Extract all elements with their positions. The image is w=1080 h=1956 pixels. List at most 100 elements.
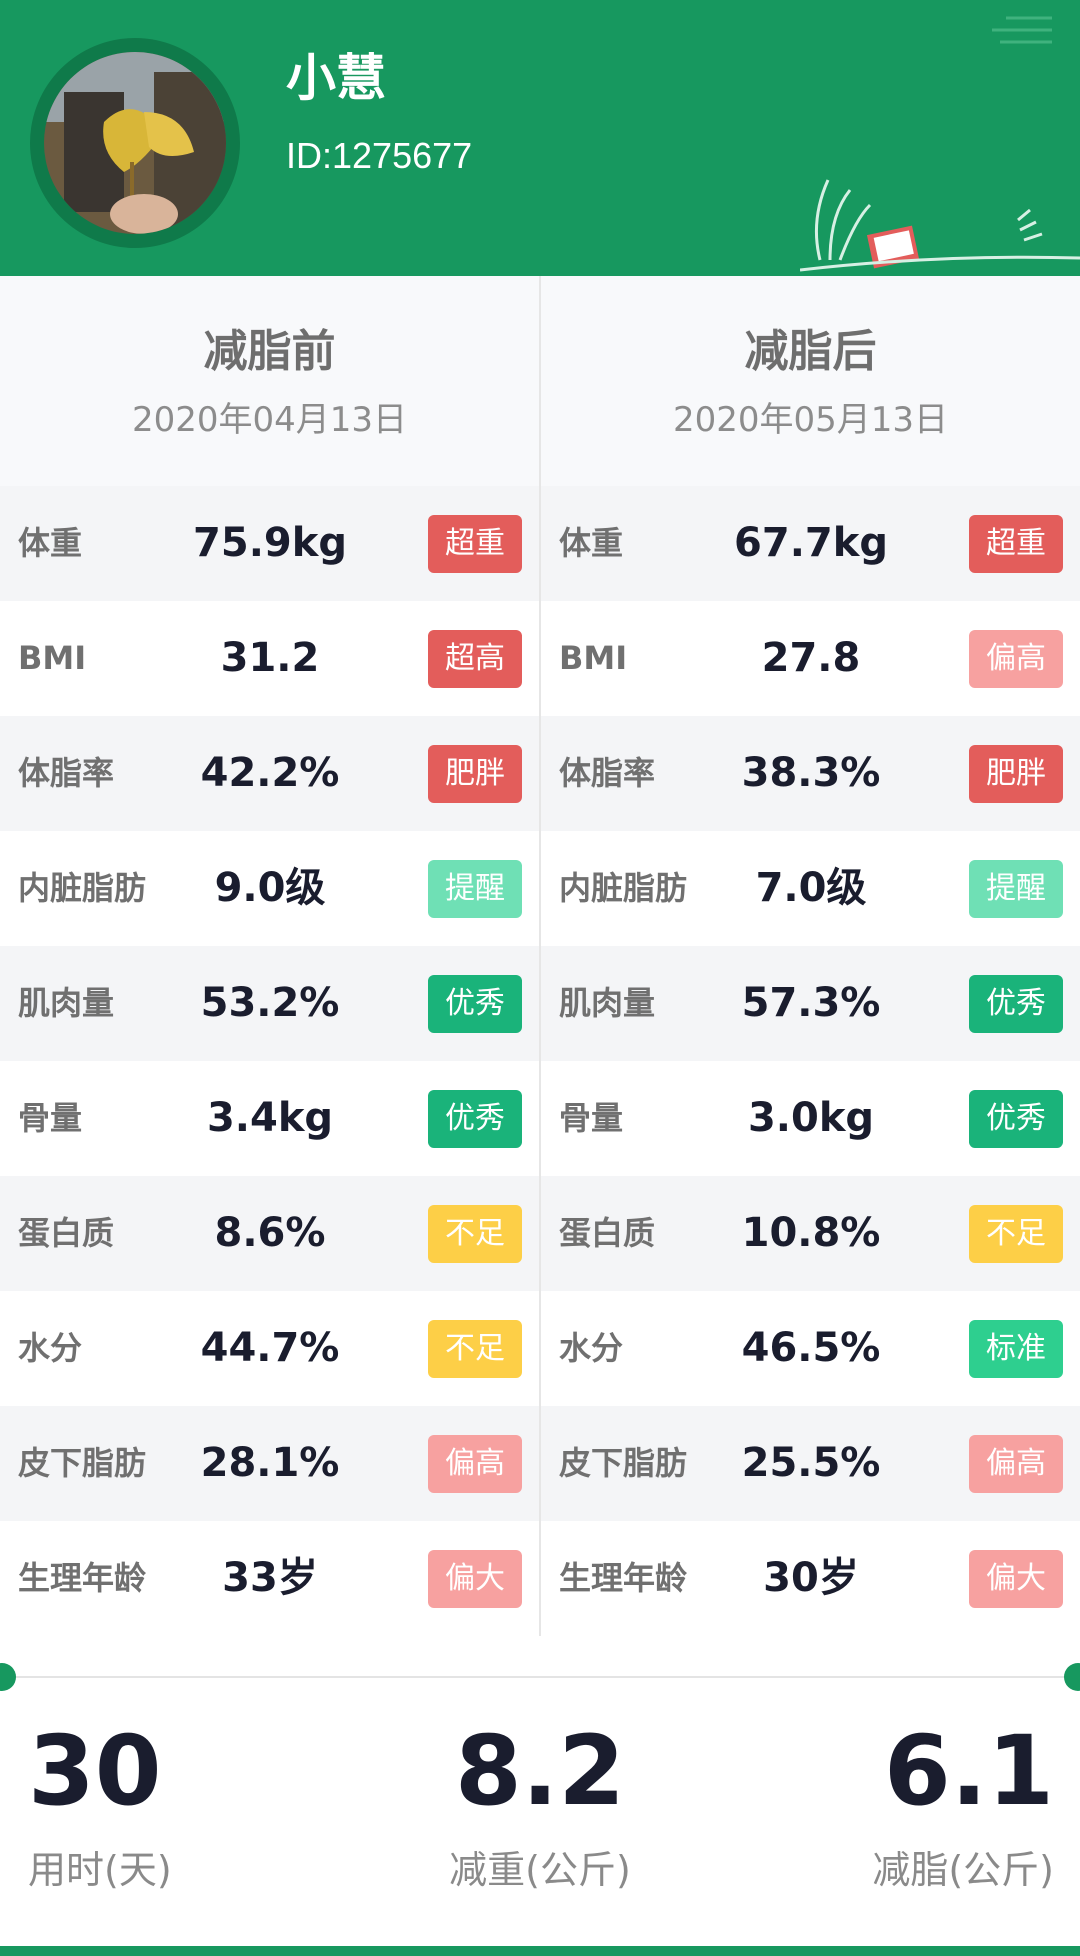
column-divider <box>539 276 541 1636</box>
metric-label: 体脂率 <box>18 754 115 792</box>
metric-row-bone: 骨量 3.4kg 优秀 <box>0 1061 539 1176</box>
status-badge: 提醒 <box>428 860 522 918</box>
stat-value: 6.1 <box>883 1715 1054 1827</box>
metric-value: 10.8% <box>741 1210 881 1256</box>
before-column: 减脂前 2020年04月13日 体重 75.9kg 超重 BMI 31.2 超高… <box>0 276 539 1636</box>
status-badge: 偏大 <box>428 1550 522 1608</box>
metric-row-bone: 骨量 3.0kg 优秀 <box>541 1061 1080 1176</box>
metric-value: 8.6% <box>214 1210 326 1256</box>
status-badge: 偏高 <box>969 630 1063 688</box>
metric-row-subcutaneous-fat: 皮下脂肪 25.5% 偏高 <box>541 1406 1080 1521</box>
bottom-bar <box>0 1946 1080 1956</box>
metric-row-water: 水分 46.5% 标准 <box>541 1291 1080 1406</box>
metric-row-bmi: BMI 27.8 偏高 <box>541 601 1080 716</box>
status-badge: 标准 <box>969 1320 1063 1378</box>
divider-dot-right <box>1064 1663 1080 1691</box>
metric-row-visceral-fat: 内脏脂肪 9.0级 提醒 <box>0 831 539 946</box>
avatar-photo-icon <box>44 52 226 234</box>
profile-header: 小慧 ID:1275677 <box>0 0 1080 276</box>
metric-row-weight: 体重 75.9kg 超重 <box>0 486 539 601</box>
metric-row-subcutaneous-fat: 皮下脂肪 28.1% 偏高 <box>0 1406 539 1521</box>
metric-value: 25.5% <box>741 1440 881 1486</box>
metric-label: 体重 <box>559 524 624 562</box>
status-badge: 不足 <box>428 1320 522 1378</box>
decorative-lines-icon <box>992 16 1052 44</box>
metric-value: 3.0kg <box>747 1095 875 1141</box>
metric-label: 生理年龄 <box>559 1559 688 1597</box>
status-badge: 不足 <box>428 1205 522 1263</box>
status-badge: 肥胖 <box>428 745 522 803</box>
after-column: 减脂后 2020年05月13日 体重 67.7kg 超重 BMI 27.8 偏高… <box>541 276 1080 1636</box>
avatar-ring <box>30 38 240 248</box>
metric-row-visceral-fat: 内脏脂肪 7.0级 提醒 <box>541 831 1080 946</box>
metric-row-protein: 蛋白质 8.6% 不足 <box>0 1176 539 1291</box>
metric-label: 骨量 <box>18 1099 83 1137</box>
metric-value: 3.4kg <box>206 1095 334 1141</box>
metric-label: 皮下脂肪 <box>559 1444 688 1482</box>
metric-label: 水分 <box>18 1329 83 1367</box>
stat-label: 减脂(公斤) <box>872 1848 1054 1892</box>
metric-row-muscle: 肌肉量 53.2% 优秀 <box>0 946 539 1061</box>
metric-value: 53.2% <box>200 980 340 1026</box>
after-title: 减脂后 <box>744 326 877 377</box>
metric-label: BMI <box>559 639 628 677</box>
stat-value: 30 <box>28 1715 162 1827</box>
metric-value: 75.9kg <box>193 520 347 566</box>
status-badge: 超重 <box>428 515 522 573</box>
user-name: 小慧 <box>286 49 386 107</box>
status-badge: 偏高 <box>428 1435 522 1493</box>
metric-row-body-age: 生理年龄 30岁 偏大 <box>541 1521 1080 1636</box>
before-title: 减脂前 <box>203 326 336 377</box>
status-badge: 优秀 <box>969 975 1063 1033</box>
status-badge: 偏高 <box>969 1435 1063 1493</box>
stat-weight-loss: 8.2 减重(公斤) <box>390 1716 690 1894</box>
metric-value: 9.0级 <box>214 865 326 911</box>
stat-label: 减重(公斤) <box>449 1848 631 1892</box>
stat-fat-loss: 6.1 减脂(公斤) <box>872 1716 1054 1894</box>
metric-label: 水分 <box>559 1329 624 1367</box>
stat-days: 30 用时(天) <box>28 1716 172 1894</box>
metric-row-body-age: 生理年龄 33岁 偏大 <box>0 1521 539 1636</box>
status-badge: 不足 <box>969 1205 1063 1263</box>
decorative-leaves-icon <box>800 179 1080 272</box>
divider-dot-left <box>0 1663 16 1691</box>
metric-value: 33岁 <box>222 1555 318 1601</box>
status-badge: 肥胖 <box>969 745 1063 803</box>
metric-row-bmi: BMI 31.2 超高 <box>0 601 539 716</box>
metric-label: 蛋白质 <box>18 1214 115 1252</box>
metric-label: 体重 <box>18 524 83 562</box>
stat-label: 用时(天) <box>28 1848 172 1892</box>
metric-value: 7.0级 <box>755 865 867 911</box>
after-header: 减脂后 2020年05月13日 <box>541 276 1080 486</box>
metric-value: 44.7% <box>200 1325 340 1371</box>
metric-value: 38.3% <box>741 750 881 796</box>
after-date: 2020年05月13日 <box>672 400 949 440</box>
status-badge: 提醒 <box>969 860 1063 918</box>
metric-row-water: 水分 44.7% 不足 <box>0 1291 539 1406</box>
status-badge: 优秀 <box>428 1090 522 1148</box>
metric-value: 46.5% <box>741 1325 881 1371</box>
avatar[interactable] <box>44 52 226 234</box>
metric-label: 生理年龄 <box>18 1559 147 1597</box>
metric-label: 肌肉量 <box>18 984 115 1022</box>
status-badge: 优秀 <box>428 975 522 1033</box>
status-badge: 超重 <box>969 515 1063 573</box>
metric-value: 57.3% <box>741 980 881 1026</box>
metric-value: 42.2% <box>200 750 340 796</box>
before-header: 减脂前 2020年04月13日 <box>0 276 539 486</box>
status-badge: 优秀 <box>969 1090 1063 1148</box>
metric-row-protein: 蛋白质 10.8% 不足 <box>541 1176 1080 1291</box>
metric-value: 67.7kg <box>734 520 888 566</box>
metric-value: 31.2 <box>220 635 320 681</box>
metric-label: 内脏脂肪 <box>559 869 688 907</box>
metric-label: 皮下脂肪 <box>18 1444 147 1482</box>
user-id: ID:1275677 <box>286 135 473 176</box>
metric-value: 28.1% <box>200 1440 340 1486</box>
metric-value: 27.8 <box>761 635 861 681</box>
metric-label: 骨量 <box>559 1099 624 1137</box>
status-badge: 偏大 <box>969 1550 1063 1608</box>
metric-label: 蛋白质 <box>559 1214 656 1252</box>
metric-label: 肌肉量 <box>559 984 656 1022</box>
metric-row-body-fat: 体脂率 42.2% 肥胖 <box>0 716 539 831</box>
stat-value: 8.2 <box>454 1715 626 1827</box>
